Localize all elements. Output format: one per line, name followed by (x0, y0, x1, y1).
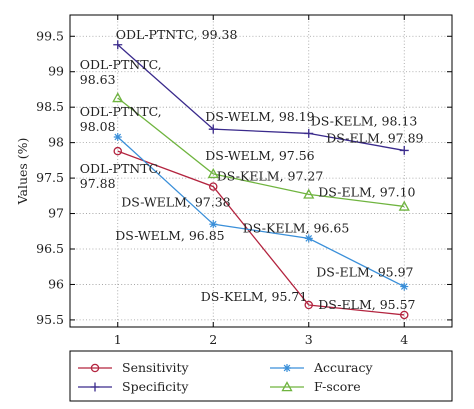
x-tick-label: 1 (114, 332, 122, 347)
y-tick-label: 95.5 (36, 312, 64, 327)
series-lines (117, 44, 405, 316)
legend-items: Sensitivity Specificity Accuracy F-score (78, 360, 374, 394)
data-label-f-score: DS-ELM, 97.10 (318, 184, 415, 199)
point-specificity (208, 124, 218, 134)
point-sensitivity (304, 300, 313, 310)
point-specificity (304, 128, 314, 138)
point-sensitivity (399, 310, 409, 320)
point-sensitivity (208, 182, 218, 191)
legend-marker-f-score (281, 381, 293, 392)
y-tick-labels: 95.5 96 96.5 97 97.5 98 98.5 99 99.5 (36, 28, 64, 327)
data-label-accuracy: DS-KELM, 96.65 (243, 220, 350, 235)
plot-frame (69, 14, 453, 328)
y-axis-title: Values (%) (15, 138, 30, 206)
series-markers (112, 40, 410, 320)
y-tick-label: 98.5 (36, 99, 64, 114)
grid-lines (70, 15, 452, 327)
legend-label-f-score: F-score (314, 379, 361, 394)
data-label-accuracy: DS-ELM, 95.97 (316, 265, 413, 280)
data-label-specificity: DS-KELM, 98.13 (311, 113, 418, 128)
data-label-f-score: ODL-PTNTC, 98.63 (80, 57, 162, 87)
legend-label-specificity: Specificity (122, 379, 189, 394)
point-sensitivity (113, 146, 123, 156)
data-label-sensitivity: DS-ELM, 95.57 (318, 297, 415, 312)
series-line-sensitivity (117, 150, 405, 316)
data-label-sensitivity: DS-KELM, 95.71 (201, 289, 308, 304)
legend-marker-sensitivity (90, 363, 100, 373)
legend-marker-accuracy (283, 364, 291, 372)
data-label-f-score: DS-KELM, 97.27 (217, 168, 324, 183)
legend-marker-specificity (90, 382, 100, 392)
data-label-accuracy: ODL-PTNTC, 98.08 (80, 104, 162, 134)
legend-label-sensitivity: Sensitivity (122, 360, 190, 375)
x-tick-labels: 1 2 3 4 (114, 332, 409, 347)
data-label-specificity: DS-WELM, 98.19 (205, 109, 314, 124)
axis-ticks (70, 15, 452, 327)
y-tick-label: 98 (48, 135, 64, 150)
data-label-specificity: DS-ELM, 97.89 (326, 130, 423, 145)
series-line-accuracy (117, 136, 405, 288)
point-f-score (112, 92, 124, 103)
point-accuracy (209, 220, 218, 229)
legend (69, 350, 453, 402)
y-tick-label: 97 (48, 206, 64, 221)
data-labels: ODL-PTNTC, 97.88 DS-WELM, 97.38 DS-KELM, 95… (80, 27, 424, 312)
point-specificity (399, 145, 409, 155)
point-accuracy (400, 282, 409, 291)
point-accuracy (113, 132, 122, 141)
y-tick-label: 97.5 (36, 170, 64, 185)
point-f-score (303, 188, 315, 199)
series-line-specificity (117, 44, 405, 152)
y-tick-label: 96 (48, 276, 64, 291)
y-tick-label: 99.5 (36, 28, 64, 43)
data-label-specificity: ODL-PTNTC, 99.38 (116, 27, 238, 42)
data-label-accuracy: DS-WELM, 96.85 (115, 228, 224, 243)
x-tick-label: 2 (209, 332, 217, 347)
point-accuracy (304, 234, 313, 243)
series-line-f-score (117, 97, 405, 208)
data-label-f-score: DS-WELM, 97.56 (205, 148, 314, 163)
x-tick-label: 3 (305, 332, 313, 347)
y-tick-label: 99 (48, 64, 64, 79)
data-label-sensitivity: ODL-PTNTC, 97.88 (80, 161, 162, 191)
data-label-sensitivity: DS-WELM, 97.38 (121, 195, 230, 210)
x-tick-label: 4 (400, 332, 408, 347)
point-f-score (207, 167, 219, 179)
point-specificity (113, 40, 123, 50)
y-tick-label: 96.5 (36, 241, 64, 256)
legend-label-accuracy: Accuracy (313, 360, 374, 375)
point-f-score (398, 200, 410, 211)
